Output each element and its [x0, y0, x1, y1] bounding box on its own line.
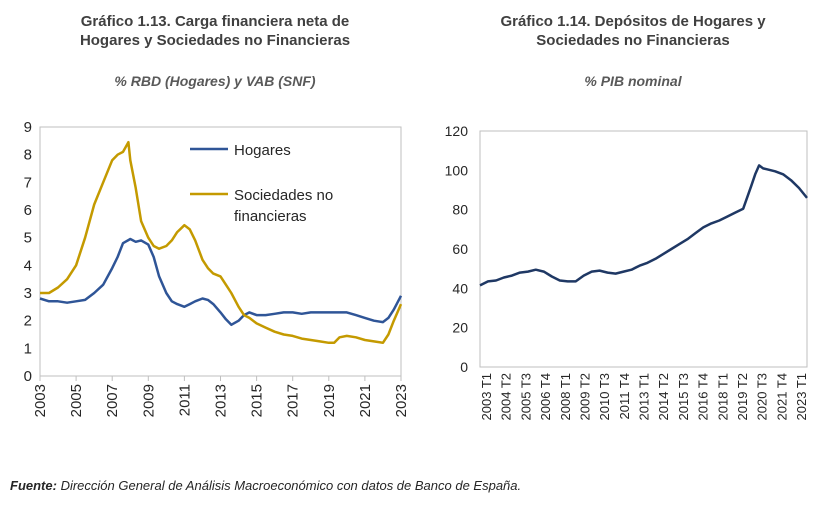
legend-label-sociedades-line2: financieras	[234, 208, 307, 225]
chart-1-y-tick: 3	[24, 285, 32, 302]
chart-1-title-line2: Hogares y Sociedades no Financieras	[79, 32, 351, 49]
chart-1-x-tick: 2013	[213, 384, 230, 417]
chart-2-x-tick: 2011 T4	[617, 373, 632, 420]
chart-1-series-hogares-line	[39, 237, 403, 327]
chart-1-x-tick: 2015	[249, 384, 266, 417]
chart-1-plot-area	[39, 126, 402, 377]
source-note: Fuente: Dirección General de Análisis Ma…	[10, 478, 521, 493]
chart-2-x-tick: 2013 T1	[637, 373, 652, 420]
chart-2-y-tick: 0	[460, 359, 468, 375]
chart-1-x-tick: 2011	[176, 384, 193, 416]
chart-2-x-tick: 2023 T1	[794, 373, 809, 420]
chart-2-x-tick: 2016 T4	[696, 373, 711, 420]
source-text: Dirección General de Análisis Macroeconó…	[56, 478, 522, 493]
chart-1-plot: 0 1 2 3 4 5 6 7 8 9 2003 2005 2007 2009 2011 2013 2015 20…	[24, 119, 410, 417]
chart-1-x-tick: 2007	[104, 384, 121, 417]
chart-2-title-line1: Gráfico 1.14. Depósitos de Hogares y	[500, 13, 766, 30]
chart-2-title-line2: Sociedades no Financieras	[536, 32, 730, 49]
chart-2-x-tick: 2010 T3	[597, 373, 612, 420]
chart-2-x-tick: 2018 T1	[715, 373, 730, 420]
chart-1-x-tick: 2003	[32, 384, 49, 417]
chart-2-x-tick: 2021 T4	[774, 373, 789, 420]
chart-2-x-tick: 2004 T2	[499, 373, 514, 420]
chart-2-x-tick: 2006 T4	[538, 373, 553, 420]
chart-2-y-tick: 20	[452, 320, 468, 336]
chart-2-y-tick: 100	[445, 162, 469, 178]
chart-1-subtitle: % RBD (Hogares) y VAB (SNF)	[114, 73, 316, 89]
chart-1-x-tick: 2023	[393, 384, 410, 417]
chart-2-x-tick: 2009 T2	[577, 373, 592, 420]
chart-2-subtitle: % PIB nominal	[584, 73, 682, 89]
chart-1-y-tick: 9	[24, 119, 32, 136]
chart-2-x-tick: 2015 T3	[676, 373, 691, 420]
chart-1-x-tick: 2019	[321, 384, 338, 417]
chart-1-x-tick: 2021	[357, 384, 374, 417]
chart-2-x-tick: 2005 T3	[518, 373, 533, 420]
chart-1-x-tick: 2009	[140, 384, 157, 417]
chart-2-plot-area	[479, 130, 808, 368]
chart-1-y-tick: 1	[24, 340, 32, 357]
chart-2-x-tick: 2019 T2	[735, 373, 750, 420]
chart-1-y-tick: 0	[24, 368, 32, 385]
chart-1-y-tick: 5	[24, 230, 32, 247]
chart-2-x-tick: 2020 T3	[755, 373, 770, 420]
chart-2-y-tick: 80	[452, 202, 468, 218]
chart-2-y-tick: 40	[452, 280, 468, 296]
chart-2-y-tick: 120	[445, 123, 469, 139]
chart-2-plot: 0 20 40 60 80 100 120 2003 T1 2004 T2 2005 T3 2006…	[445, 123, 809, 420]
chart-2-series-line	[479, 164, 808, 287]
chart-2-x-tick: 2003 T1	[479, 373, 494, 420]
chart-1-y-tick: 8	[24, 147, 32, 164]
source-label: Fuente:	[10, 478, 57, 493]
legend-label-hogares: Hogares	[234, 142, 291, 159]
chart-2-x-tick: 2014 T2	[656, 373, 671, 420]
chart-1-y-tick: 4	[24, 257, 32, 274]
chart-1-x-tick: 2017	[285, 384, 302, 417]
chart-1-legend: Hogares Sociedades no financieras	[190, 142, 333, 225]
chart-1-series-sociedades-line	[40, 140, 403, 345]
legend-label-sociedades-line1: Sociedades no	[234, 187, 333, 204]
chart-2-y-tick: 60	[452, 241, 468, 257]
chart-2-x-tick: 2008 T1	[558, 373, 573, 420]
chart-1-y-tick: 7	[24, 174, 32, 191]
chart-1-title-line1: Gráfico 1.13. Carga financiera neta de	[80, 13, 350, 30]
chart-1-title: Gráfico 1.13. Carga financiera neta de H…	[20, 12, 410, 50]
chart-1-x-tick: 2005	[68, 384, 85, 417]
chart-1-y-tick: 6	[24, 202, 32, 219]
chart-1-y-tick: 2	[24, 313, 32, 330]
chart-2-title: Gráfico 1.14. Depósitos de Hogares y Soc…	[440, 12, 826, 50]
